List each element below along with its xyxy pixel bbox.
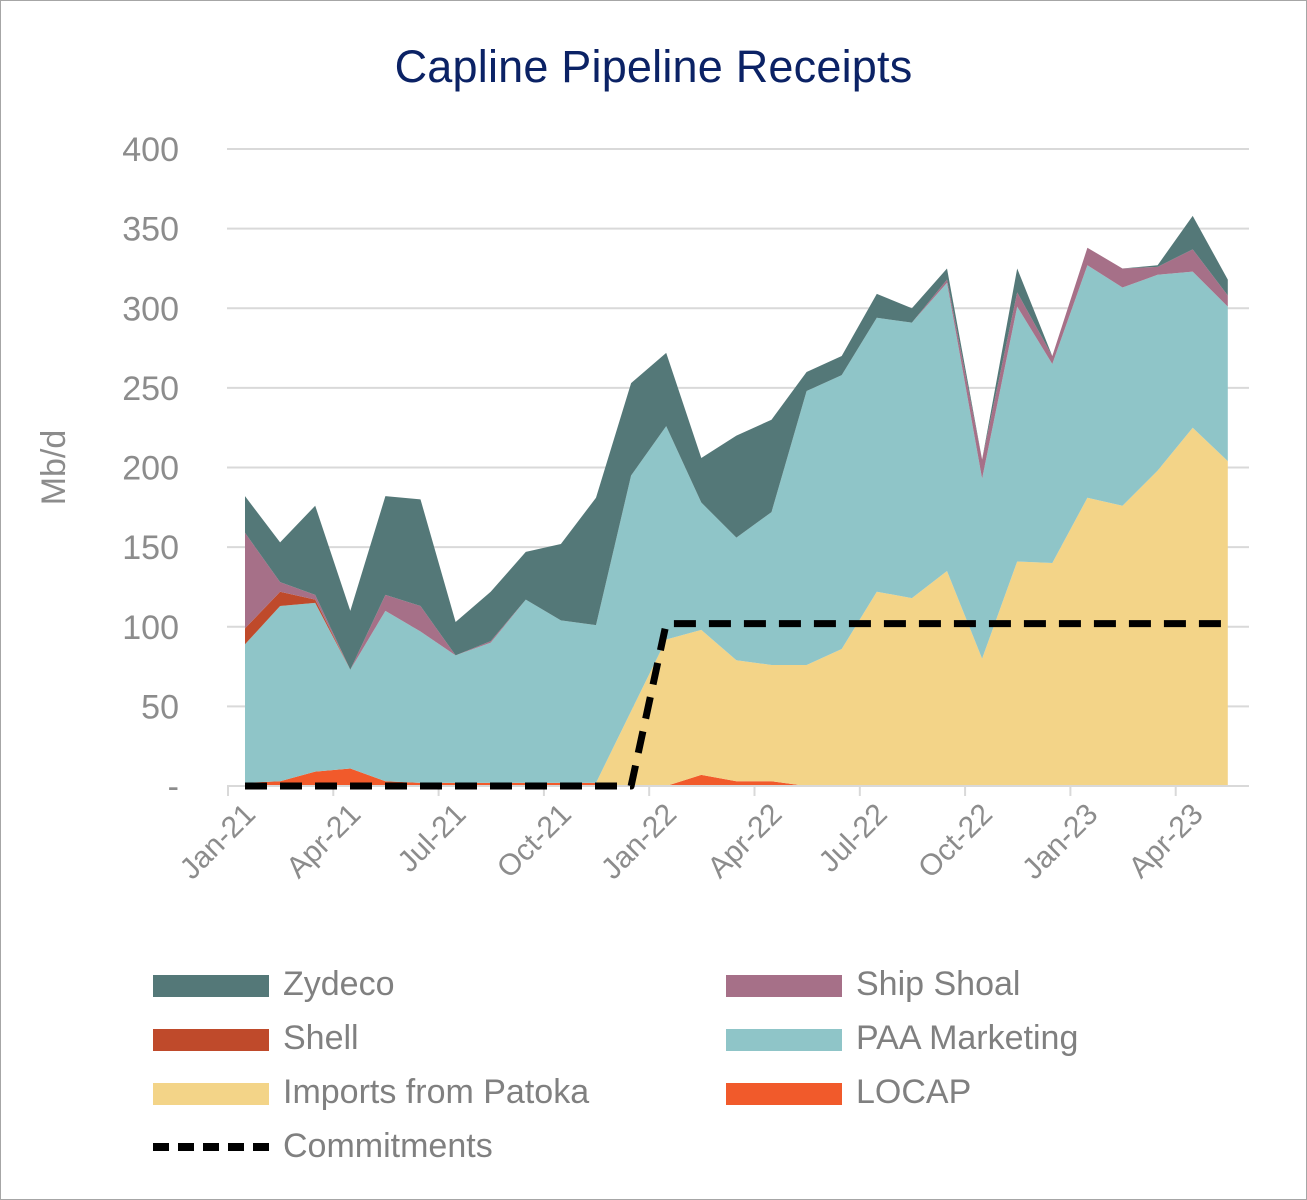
x-tick-label: Jul-22: [813, 798, 894, 879]
y-tick-label: -: [168, 768, 179, 806]
legend-swatch: [153, 975, 269, 997]
legend-swatch: [153, 1083, 269, 1105]
legend-label: Imports from Patoka: [283, 1073, 590, 1111]
area-paa-marketing: [245, 265, 1228, 783]
legend-label: LOCAP: [856, 1073, 972, 1111]
x-tick-label: Apr-21: [280, 798, 367, 885]
chart-title: Capline Pipeline Receipts: [394, 41, 913, 92]
x-tick-label: Apr-23: [1123, 798, 1210, 885]
legend-label: Zydeco: [283, 965, 395, 1003]
legend-swatch: [726, 1083, 842, 1105]
y-tick-label: 150: [122, 529, 179, 567]
x-tick-label: Oct-22: [912, 798, 999, 885]
y-axis-label: Mb/d: [35, 430, 73, 506]
legend-swatch: [726, 975, 842, 997]
y-tick-label: 400: [122, 131, 179, 169]
x-tick-label: Oct-21: [491, 798, 578, 885]
y-tick-label: 250: [122, 370, 179, 408]
legend-label: Commitments: [283, 1127, 493, 1165]
y-tick-label: 50: [141, 688, 179, 726]
area-zydeco: [245, 215, 1228, 670]
x-tick-label: Apr-22: [701, 798, 788, 885]
legend-swatch: [153, 1029, 269, 1051]
area-locap: [245, 768, 1228, 786]
commitments-line: [245, 620, 1228, 790]
x-tick-label: Jul-21: [391, 798, 472, 879]
legend-label: PAA Marketing: [856, 1019, 1079, 1057]
legend-label: Ship Shoal: [856, 965, 1021, 1003]
legend-swatch: [726, 1029, 842, 1051]
y-tick-label: 200: [122, 450, 179, 488]
y-tick-label: 100: [122, 609, 179, 647]
y-tick-label: 350: [122, 211, 179, 249]
y-tick-label: 300: [122, 290, 179, 328]
legend-label: Shell: [283, 1019, 359, 1057]
legend-swatch: [153, 1143, 269, 1151]
x-tick-label: Jan-22: [595, 798, 683, 886]
x-tick-label: Jan-21: [174, 798, 262, 886]
x-tick-label: Jan-23: [1016, 798, 1104, 886]
area-imports-from-patoka: [245, 427, 1228, 786]
